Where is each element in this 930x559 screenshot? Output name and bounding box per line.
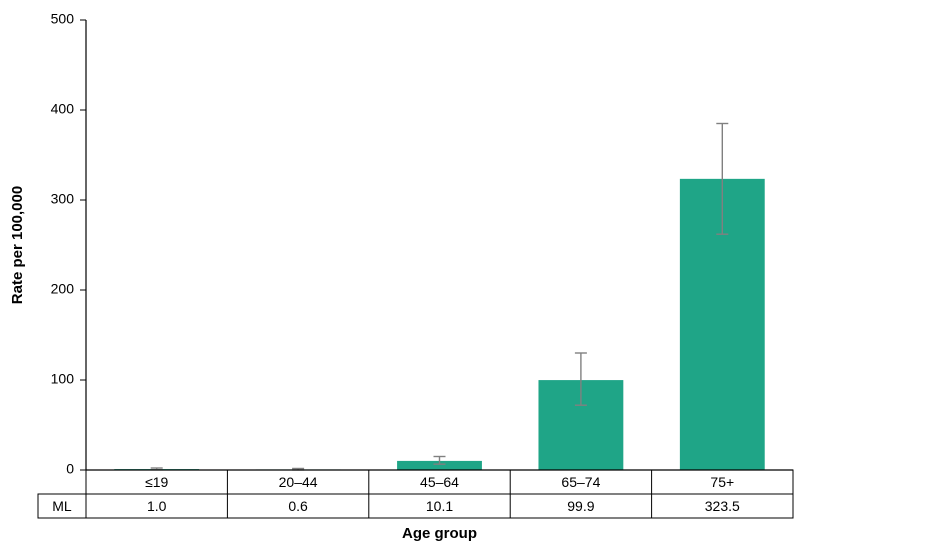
category-label: 65–74 (561, 474, 600, 490)
category-label: 45–64 (420, 474, 459, 490)
value-label: 99.9 (567, 498, 594, 514)
y-tick-label: 500 (51, 11, 75, 27)
value-label: 10.1 (426, 498, 453, 514)
category-label: ≤19 (145, 474, 168, 490)
category-label: 75+ (710, 474, 734, 490)
rate-by-age-chart: 0 100 200 300 400 500 Rate per 100,000 ML ≤19 1.0… (0, 0, 930, 559)
table-series-label: ML (52, 498, 72, 514)
y-tick-label: 100 (51, 371, 75, 387)
chart-background (0, 0, 930, 559)
value-label: 0.6 (288, 498, 308, 514)
y-tick-label: 300 (51, 191, 75, 207)
category-label: 20–44 (279, 474, 318, 490)
y-tick-label: 400 (51, 101, 75, 117)
value-label: 1.0 (147, 498, 167, 514)
y-tick-label: 0 (66, 461, 74, 477)
value-label: 323.5 (705, 498, 740, 514)
y-tick-label: 200 (51, 281, 75, 297)
x-axis-title: Age group (402, 525, 477, 542)
y-axis-title: Rate per 100,000 (9, 186, 26, 304)
